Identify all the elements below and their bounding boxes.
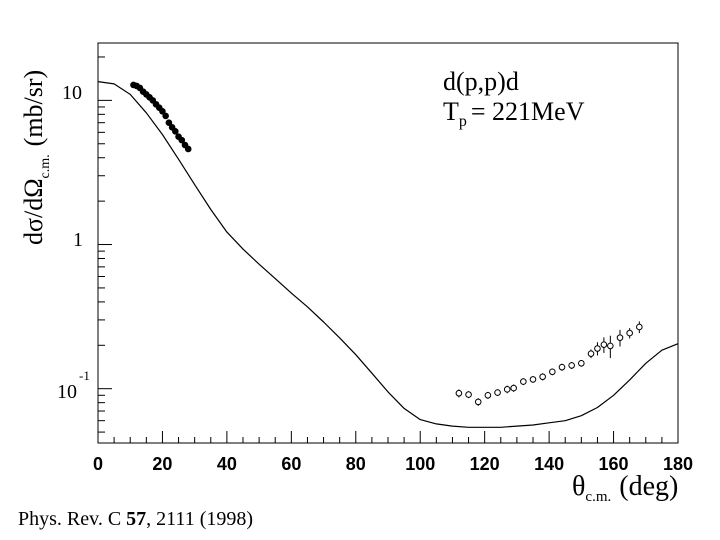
backward-data-point (484, 391, 492, 399)
backward-data-point (539, 373, 546, 381)
backward-data-point (626, 329, 633, 337)
backward-data-point (494, 389, 501, 396)
data-points-layer (130, 81, 643, 406)
forward-data-point (162, 112, 169, 120)
backward-data-point (549, 368, 556, 376)
backward-data-point (474, 398, 482, 406)
x-tick-label: 20 (152, 454, 172, 474)
backward-data-point (594, 345, 601, 352)
theory-curve-layer (97, 81, 679, 428)
citation-rest: , 2111 (1998) (146, 508, 254, 530)
x-axis-symbol: θ (572, 471, 585, 502)
x-tick-label: 100 (405, 454, 435, 474)
axes-layer: 0 20 40 60 80 100 120 140 160 180 (93, 56, 693, 474)
backward-data-point (465, 391, 472, 398)
backward-data-point (558, 363, 566, 371)
backward-data-point (578, 360, 585, 367)
forward-data-point (184, 145, 192, 153)
forward-data-point (172, 128, 179, 135)
forward-data-point (165, 119, 173, 126)
x-axis-unit: (deg) (619, 471, 678, 502)
citation-journal: Phys. Rev. C (18, 508, 122, 530)
x-tick-label: 0 (93, 454, 103, 474)
x-axis-subscript: c.m. (585, 489, 611, 505)
backward-data-point (510, 384, 517, 392)
x-tick-label: 140 (534, 454, 564, 474)
forward-data-point (159, 107, 166, 115)
energy-value: = 221MeV (471, 97, 585, 126)
x-tick-label: 120 (470, 454, 500, 474)
forward-data-point (178, 136, 186, 144)
x-tick-label: 60 (281, 454, 301, 474)
y-tick-label-0.1-base: 10 (57, 381, 77, 403)
y-axis-subscript: c.m. (38, 154, 53, 178)
cross-section-chart: 0 20 40 60 80 100 120 140 160 180 10 1 10 -1 d(p,… (19, 42, 693, 505)
x-axis-label: θc.m. (deg) (572, 471, 678, 505)
backward-data-point (503, 386, 511, 393)
energy-symbol: T (443, 97, 459, 126)
backward-data-point (587, 350, 595, 357)
y-axis-prefix: dσ/dΩ (19, 178, 48, 245)
x-tick-label: 180 (663, 454, 693, 474)
y-tick-label-1: 1 (73, 229, 83, 251)
x-tick-label: 80 (346, 454, 366, 474)
backward-data-point (568, 362, 575, 369)
y-tick-label-10: 10 (62, 82, 82, 104)
x-tick-label: 40 (217, 454, 237, 474)
backward-data-point (520, 378, 527, 385)
reaction-title: d(p,p)d (443, 67, 519, 96)
backward-data-point (455, 389, 463, 397)
backward-data-point (607, 342, 614, 350)
backward-data-point (616, 334, 624, 341)
backward-data-point (529, 376, 537, 383)
y-axis-unit: (mb/sr) (19, 70, 48, 147)
citation: Phys. Rev. C 57, 2111 (1998) (18, 508, 253, 531)
energy-title: Tp = 221MeV (443, 97, 585, 130)
plot-frame (97, 42, 679, 444)
energy-subscript: p (459, 113, 467, 130)
citation-volume: 57 (126, 508, 147, 530)
y-tick-label-0.1-exponent: -1 (79, 368, 90, 383)
y-axis-label: dσ/dΩc.m. (mb/sr) (19, 70, 53, 245)
backward-data-point (600, 341, 608, 348)
theory-curve (97, 81, 679, 428)
backward-data-point (636, 323, 643, 331)
x-tick-label: 160 (599, 454, 629, 474)
